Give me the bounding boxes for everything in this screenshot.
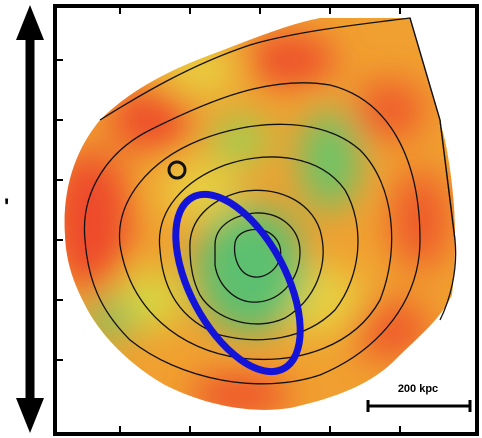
figure: ' [0, 0, 482, 438]
map-colors [110, 90, 190, 150]
map-colors [50, 150, 130, 290]
map-colors [85, 300, 135, 340]
map-colors [355, 80, 425, 140]
scale-label: 200 kpc [398, 383, 438, 395]
arrow-head-top [16, 5, 44, 40]
page: ' [0, 0, 482, 438]
arrow-head-bottom [16, 398, 44, 433]
map-colors [300, 110, 360, 210]
size-arrow [16, 5, 44, 433]
map-colors [190, 375, 290, 415]
side-label: ' [4, 194, 9, 219]
scale-bar: 200 kpc [368, 383, 470, 412]
